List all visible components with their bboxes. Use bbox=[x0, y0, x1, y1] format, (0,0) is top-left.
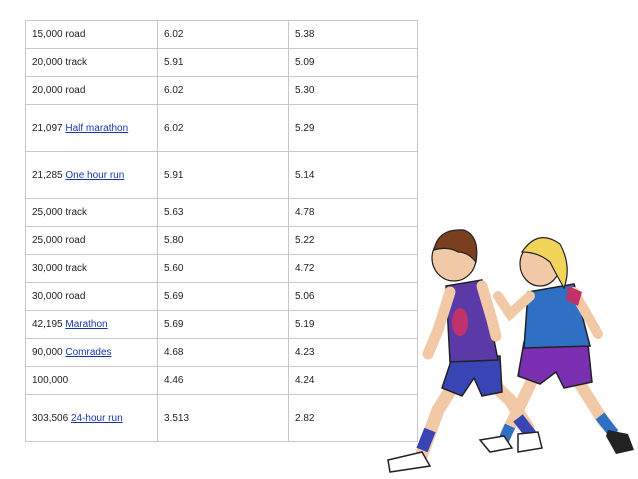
distance-cell: 21,097 Half marathon bbox=[25, 104, 158, 152]
table-row: 303,506 24-hour run 3.513 2.82 bbox=[25, 394, 418, 442]
event-type: track bbox=[65, 263, 88, 274]
men-speed-cell: 5.80 bbox=[157, 226, 289, 255]
distance-value: 21,285 bbox=[32, 169, 63, 181]
event-link[interactable]: Half marathon bbox=[65, 122, 129, 134]
women-speed-cell: 5.29 bbox=[288, 104, 418, 152]
table-row: 21,097 Half marathon 6.02 5.29 bbox=[25, 104, 418, 152]
distance-value: 15,000 bbox=[32, 29, 63, 40]
distance-cell: 25,000 track bbox=[25, 198, 158, 227]
event-type: track bbox=[65, 57, 88, 68]
distance-value: 30,000 bbox=[32, 263, 63, 274]
distance-cell: 30,000 track bbox=[25, 254, 158, 283]
women-speed-cell: 4.23 bbox=[288, 338, 418, 367]
boy-runner bbox=[387, 229, 543, 473]
men-speed-cell: 5.91 bbox=[157, 48, 289, 77]
table-row: 42,195 Marathon 5.69 5.19 bbox=[25, 310, 418, 339]
distance-cell: 303,506 24-hour run bbox=[25, 394, 158, 442]
women-speed-cell: 5.19 bbox=[288, 310, 418, 339]
distance-cell: 25,000 road bbox=[25, 226, 158, 255]
distance-value: 90,000 bbox=[32, 347, 63, 358]
event-link[interactable]: Marathon bbox=[65, 319, 108, 330]
women-speed-cell: 5.09 bbox=[288, 48, 418, 77]
distance-cell: 42,195 Marathon bbox=[25, 310, 158, 339]
table-row: 100,000 4.46 4.24 bbox=[25, 366, 418, 395]
distance-cell: 30,000 road bbox=[25, 282, 158, 311]
distance-value: 25,000 bbox=[32, 235, 63, 246]
men-speed-cell: 6.02 bbox=[157, 104, 289, 152]
distance-value: 30,000 bbox=[32, 291, 63, 302]
distance-value: 303,506 bbox=[32, 412, 69, 424]
event-type: road bbox=[65, 85, 86, 96]
men-speed-cell: 6.02 bbox=[157, 20, 289, 49]
table-row: 90,000 Comrades 4.68 4.23 bbox=[25, 338, 418, 367]
distance-value: 20,000 bbox=[32, 85, 63, 96]
distance-cell: 20,000 road bbox=[25, 76, 158, 105]
distance-cell: 21,285 One hour run bbox=[25, 151, 158, 199]
men-speed-cell: 5.69 bbox=[157, 282, 289, 311]
table-row: 30,000 track 5.60 4.72 bbox=[25, 254, 418, 283]
distance-value: 21,097 bbox=[32, 122, 63, 134]
men-speed-cell: 5.60 bbox=[157, 254, 289, 283]
men-speed-cell: 5.69 bbox=[157, 310, 289, 339]
women-speed-cell: 2.82 bbox=[288, 394, 418, 442]
men-speed-cell: 5.91 bbox=[157, 151, 289, 199]
event-link[interactable]: One hour run bbox=[65, 169, 125, 181]
women-speed-cell: 5.30 bbox=[288, 76, 418, 105]
men-speed-cell: 3.513 bbox=[157, 394, 289, 442]
men-speed-cell: 6.02 bbox=[157, 76, 289, 105]
table-row: 15,000 road 6.02 5.38 bbox=[25, 20, 418, 49]
runners-clipart-icon bbox=[387, 229, 634, 473]
event-link[interactable]: Comrades bbox=[65, 347, 112, 358]
women-speed-cell: 5.38 bbox=[288, 20, 418, 49]
records-table-body: 15,000 road 6.02 5.38 20,000 track 5.91 5.09 2… bbox=[25, 20, 418, 442]
women-speed-cell: 5.14 bbox=[288, 151, 418, 199]
table-row: 25,000 track 5.63 4.78 bbox=[25, 198, 418, 227]
distance-cell: 15,000 road bbox=[25, 20, 158, 49]
distance-value: 25,000 bbox=[32, 207, 63, 218]
event-type: road bbox=[65, 29, 86, 40]
distance-value: 42,195 bbox=[32, 319, 63, 330]
men-speed-cell: 4.68 bbox=[157, 338, 289, 367]
event-type: road bbox=[65, 235, 86, 246]
records-table: 15,000 road 6.02 5.38 20,000 track 5.91 5.09 2… bbox=[25, 20, 418, 442]
event-link[interactable]: 24-hour run bbox=[70, 412, 123, 424]
men-speed-cell: 5.63 bbox=[157, 198, 289, 227]
event-type: road bbox=[65, 291, 86, 302]
distance-cell: 20,000 track bbox=[25, 48, 158, 77]
table-row: 21,285 One hour run 5.91 5.14 bbox=[25, 151, 418, 199]
distance-cell: 90,000 Comrades bbox=[25, 338, 158, 367]
event-type: track bbox=[65, 207, 88, 218]
table-row: 20,000 track 5.91 5.09 bbox=[25, 48, 418, 77]
men-speed-cell: 4.46 bbox=[157, 366, 289, 395]
distance-value: 20,000 bbox=[32, 57, 63, 68]
distance-value: 100,000 bbox=[32, 375, 69, 386]
table-row: 30,000 road 5.69 5.06 bbox=[25, 282, 418, 311]
girl-runner bbox=[478, 237, 634, 454]
distance-cell: 100,000 bbox=[25, 366, 158, 395]
table-row: 25,000 road 5.80 5.22 bbox=[25, 226, 418, 255]
table-row: 20,000 road 6.02 5.30 bbox=[25, 76, 418, 105]
